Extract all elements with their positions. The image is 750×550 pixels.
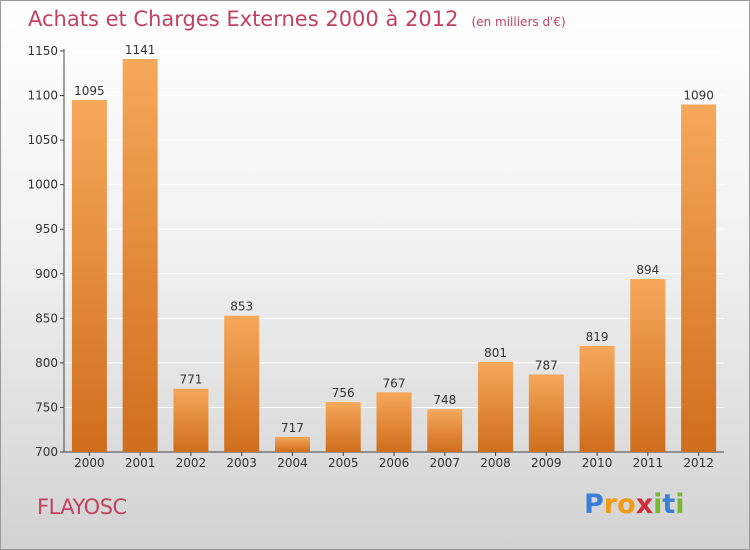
logo-letter: i — [675, 489, 685, 520]
bar-2007 — [427, 409, 463, 452]
x-tick-label-2001: 2001 — [125, 456, 156, 470]
bar-2006 — [376, 392, 412, 452]
data-label-2009: 787 — [535, 358, 558, 372]
data-label-2006: 767 — [383, 376, 406, 390]
x-tick-label-2005: 2005 — [328, 456, 359, 470]
y-tick-label: 750 — [35, 400, 58, 414]
commune-name: FLAYOSC — [37, 495, 127, 519]
data-label-2011: 894 — [636, 263, 659, 277]
data-label-2003: 853 — [230, 300, 253, 314]
data-label-2007: 748 — [433, 393, 456, 407]
chart-title-block: Achats et Charges Externes 2000 à 2012 (… — [28, 7, 566, 31]
bar-2000 — [71, 100, 107, 452]
proxiti-logo: Proxiti — [584, 489, 685, 520]
logo-letter: i — [653, 489, 663, 520]
data-label-2004: 717 — [281, 421, 304, 435]
data-label-2008: 801 — [484, 346, 507, 360]
x-tick-label-2002: 2002 — [176, 456, 207, 470]
logo-letter: o — [617, 489, 636, 520]
y-tick-label: 1000 — [27, 178, 58, 192]
data-label-2002: 771 — [179, 373, 202, 387]
bar-2008 — [478, 361, 514, 452]
x-tick-label-2007: 2007 — [429, 456, 460, 470]
bar-2010 — [579, 345, 615, 452]
bar-2003 — [224, 315, 260, 452]
chart-title: Achats et Charges Externes 2000 à 2012 — [28, 7, 459, 31]
x-tick-label-2009: 2009 — [531, 456, 562, 470]
y-tick-label: 1100 — [27, 89, 58, 103]
x-tick-label-2006: 2006 — [379, 456, 410, 470]
data-label-2001: 1141 — [125, 43, 156, 57]
data-label-2010: 819 — [586, 330, 609, 344]
x-tick-label-2008: 2008 — [480, 456, 511, 470]
logo-letter: t — [662, 489, 676, 520]
bar-2002 — [173, 388, 209, 452]
logo-letter: P — [584, 489, 604, 520]
x-tick-label-2004: 2004 — [277, 456, 308, 470]
y-tick-label: 800 — [35, 356, 58, 370]
data-label-2000: 1095 — [74, 84, 105, 98]
data-label-2012: 1090 — [683, 88, 714, 102]
bar-2011 — [630, 279, 666, 452]
x-tick-label-2012: 2012 — [683, 456, 714, 470]
x-tick-label-2010: 2010 — [582, 456, 613, 470]
y-tick-label: 1050 — [27, 133, 58, 147]
bar-2001 — [122, 59, 158, 453]
y-tick-label: 850 — [35, 311, 58, 325]
logo-letter: r — [603, 489, 618, 520]
bar-2012 — [681, 104, 717, 452]
chart-unit-note: (en milliers d'€) — [471, 15, 566, 29]
y-tick-label: 950 — [35, 222, 58, 236]
y-tick-label: 700 — [35, 445, 58, 459]
y-tick-label: 1150 — [27, 44, 58, 58]
bar-2004 — [274, 436, 310, 452]
logo-letter: x — [635, 489, 654, 520]
bar-2005 — [325, 402, 361, 452]
y-tick-label: 900 — [35, 267, 58, 281]
x-tick-label-2000: 2000 — [74, 456, 105, 470]
bar-2009 — [528, 374, 564, 452]
x-tick-label-2011: 2011 — [633, 456, 664, 470]
x-tick-label-2003: 2003 — [226, 456, 257, 470]
data-label-2005: 756 — [332, 386, 355, 400]
